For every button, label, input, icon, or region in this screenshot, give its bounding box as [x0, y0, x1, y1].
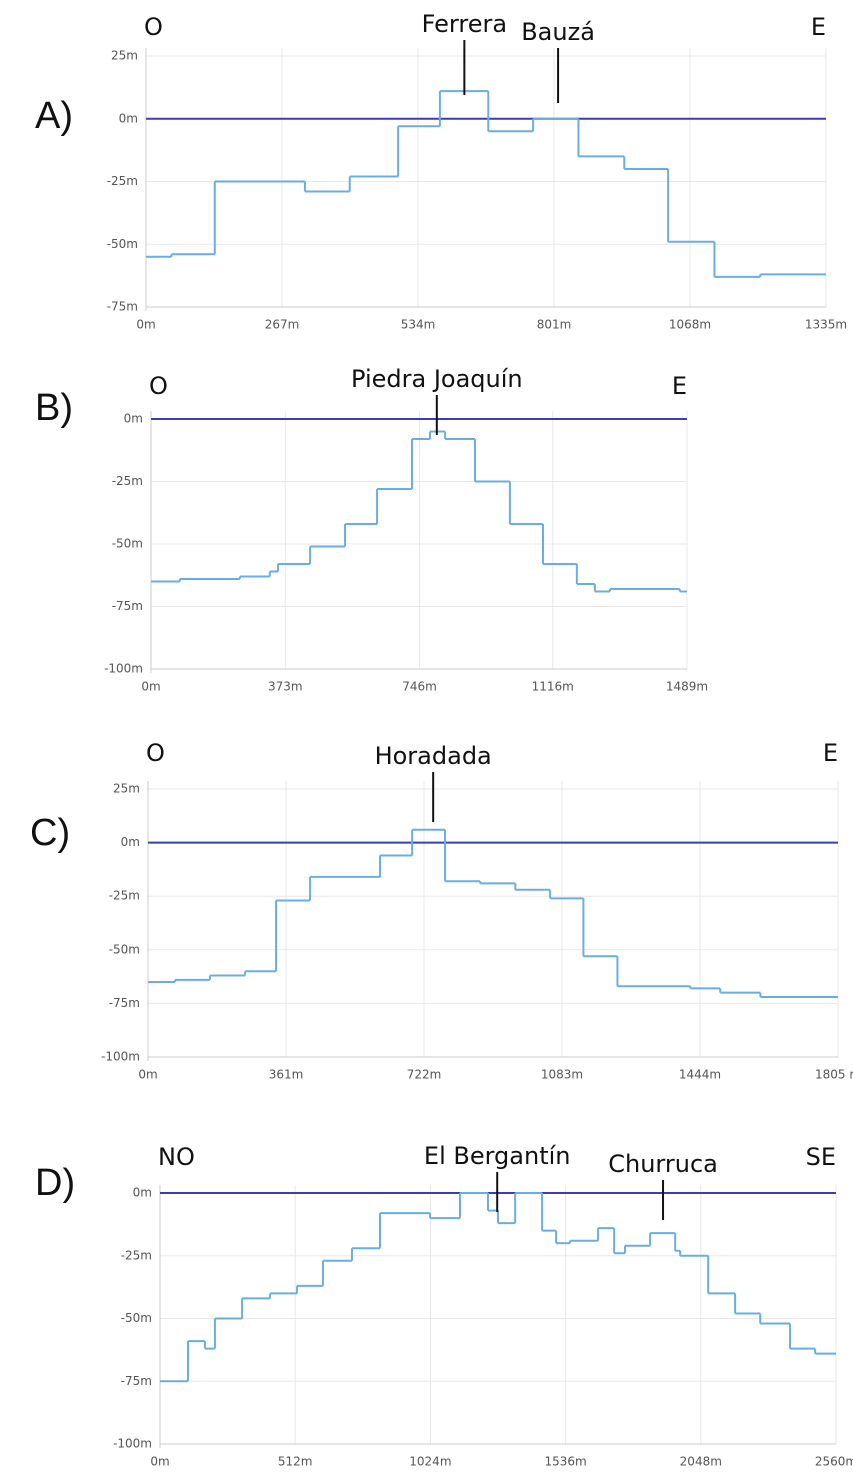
x-tick-label: 1068m: [669, 318, 711, 332]
x-tick-label: 512m: [278, 1455, 313, 1469]
y-tick-label: 0m: [133, 1186, 152, 1200]
x-tick-label: 1335m: [805, 318, 847, 332]
y-tick-label: -25m: [112, 474, 143, 488]
x-tick-label: 1805 m: [815, 1068, 853, 1082]
panel-label: A): [35, 95, 73, 137]
x-tick-label: 1489m: [666, 680, 708, 694]
x-tick-label: 534m: [401, 318, 436, 332]
x-tick-label: 267m: [265, 318, 300, 332]
x-tick-label: 373m: [268, 680, 303, 694]
cave-label: Horadada: [375, 742, 492, 770]
direction-right: E: [672, 372, 687, 400]
cave-label: Ferrera: [422, 10, 507, 38]
x-tick-label: 2560m: [815, 1455, 853, 1469]
y-tick-label: 0m: [121, 835, 140, 849]
y-tick-label: -100m: [101, 1050, 140, 1064]
y-tick-label: -25m: [121, 1248, 152, 1262]
y-tick-label: -75m: [109, 996, 140, 1010]
x-tick-label: 722m: [407, 1068, 442, 1082]
x-tick-label: 2048m: [680, 1455, 722, 1469]
x-tick-label: 0m: [141, 680, 160, 694]
y-tick-label: -100m: [104, 662, 143, 676]
cave-label: Churruca: [608, 1150, 718, 1178]
x-tick-label: 1116m: [532, 680, 574, 694]
y-tick-label: -50m: [112, 537, 143, 551]
y-tick-label: 25m: [113, 782, 140, 796]
x-tick-label: 801m: [537, 318, 572, 332]
direction-left: O: [146, 739, 165, 767]
panel-label: B): [35, 387, 73, 429]
cave-label: El Bergantín: [424, 1142, 571, 1170]
y-tick-label: 0m: [124, 412, 143, 426]
y-tick-label: -100m: [113, 1437, 152, 1451]
x-tick-label: 1444m: [679, 1068, 721, 1082]
y-tick-label: -25m: [109, 889, 140, 903]
direction-right: E: [811, 13, 826, 41]
cave-label: Piedra Joaquín: [351, 365, 523, 393]
panel-label: D): [35, 1162, 75, 1204]
direction-right: SE: [806, 1143, 836, 1171]
y-tick-label: 0m: [119, 111, 138, 125]
x-tick-label: 1024m: [409, 1455, 451, 1469]
y-tick-label: -25m: [107, 174, 138, 188]
cave-label: Bauzá: [521, 18, 595, 46]
x-tick-label: 0m: [150, 1455, 169, 1469]
y-tick-label: -75m: [112, 599, 143, 613]
y-tick-label: -50m: [109, 942, 140, 956]
direction-right: E: [823, 739, 838, 767]
y-tick-label: -75m: [107, 300, 138, 314]
x-tick-label: 361m: [269, 1068, 304, 1082]
direction-left: NO: [158, 1143, 195, 1171]
panel-label: C): [30, 812, 70, 854]
direction-left: O: [144, 13, 163, 41]
x-tick-label: 1083m: [541, 1068, 583, 1082]
x-tick-label: 0m: [138, 1068, 157, 1082]
y-tick-label: -75m: [121, 1374, 152, 1388]
x-tick-label: 1536m: [544, 1455, 586, 1469]
y-tick-label: 25m: [111, 49, 138, 63]
x-tick-label: 746m: [402, 680, 437, 694]
y-tick-label: -50m: [107, 237, 138, 251]
y-tick-label: -50m: [121, 1311, 152, 1325]
x-tick-label: 0m: [136, 318, 155, 332]
direction-left: O: [149, 372, 168, 400]
